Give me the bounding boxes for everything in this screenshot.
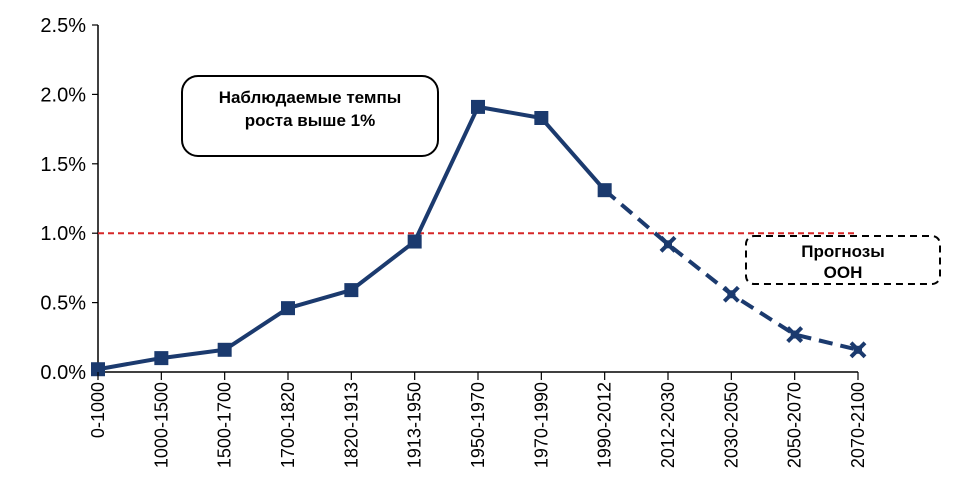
x-tick-label: 2012-2030	[658, 382, 678, 468]
data-point	[407, 234, 422, 249]
annotation-observed-line-1: Наблюдаемые темпы	[219, 88, 402, 107]
y-axis-ticks: 0.0% 0.5% 1.0% 1.5% 2.0% 2.5%	[40, 15, 98, 384]
annotation-forecast-line-1: Прогнозы	[801, 242, 884, 261]
y-tick-label: 1.5%	[40, 154, 86, 176]
annotation-forecast-line-2: ООН	[824, 263, 863, 282]
annotation-observed: Наблюдаемые темпы роста выше 1%	[181, 75, 439, 157]
data-point	[281, 301, 295, 316]
data-point	[344, 283, 359, 298]
data-point	[154, 351, 169, 366]
data-point	[471, 99, 485, 114]
data-point-center	[854, 345, 862, 354]
series-group	[91, 99, 867, 377]
x-tick-label: 0-1000	[88, 382, 108, 438]
x-tick-label: 1500-1700	[215, 382, 235, 468]
x-tick-label: 1990-2012	[595, 382, 615, 468]
x-tick-label: 2070-2100	[848, 382, 868, 468]
x-tick-label: 1820-1913	[341, 382, 361, 468]
x-tick-label: 1970-1990	[531, 382, 551, 468]
annotation-forecast-box	[745, 235, 941, 285]
data-point-center	[727, 290, 736, 299]
x-axis-labels: 0-1000 1000-1500 1500-1700 1700-1820 1820-19…	[88, 372, 868, 468]
x-tick-label: 1913-1950	[405, 382, 425, 468]
y-tick-label: 2.5%	[40, 15, 86, 37]
data-point-center	[664, 240, 672, 249]
y-tick-label: 0.0%	[40, 362, 86, 384]
x-tick-label: 2030-2050	[721, 382, 741, 468]
x-tick-label: 1700-1820	[278, 382, 298, 468]
annotation-forecast: Прогнозы ООН	[745, 235, 941, 285]
data-point	[597, 183, 612, 198]
x-tick-label: 1000-1500	[151, 382, 171, 468]
data-point	[534, 110, 549, 125]
annotation-observed-box	[181, 75, 439, 157]
y-tick-label: 1.0%	[40, 223, 86, 245]
y-tick-label: 2.0%	[40, 84, 86, 106]
y-tick-label: 0.5%	[40, 293, 86, 315]
data-point	[217, 342, 232, 357]
x-tick-label: 1950-1970	[468, 382, 488, 468]
annotation-observed-line-2: роста выше 1%	[245, 111, 375, 130]
data-point-center	[790, 330, 799, 339]
x-tick-label: 2050-2070	[785, 382, 805, 468]
data-point	[91, 362, 105, 377]
